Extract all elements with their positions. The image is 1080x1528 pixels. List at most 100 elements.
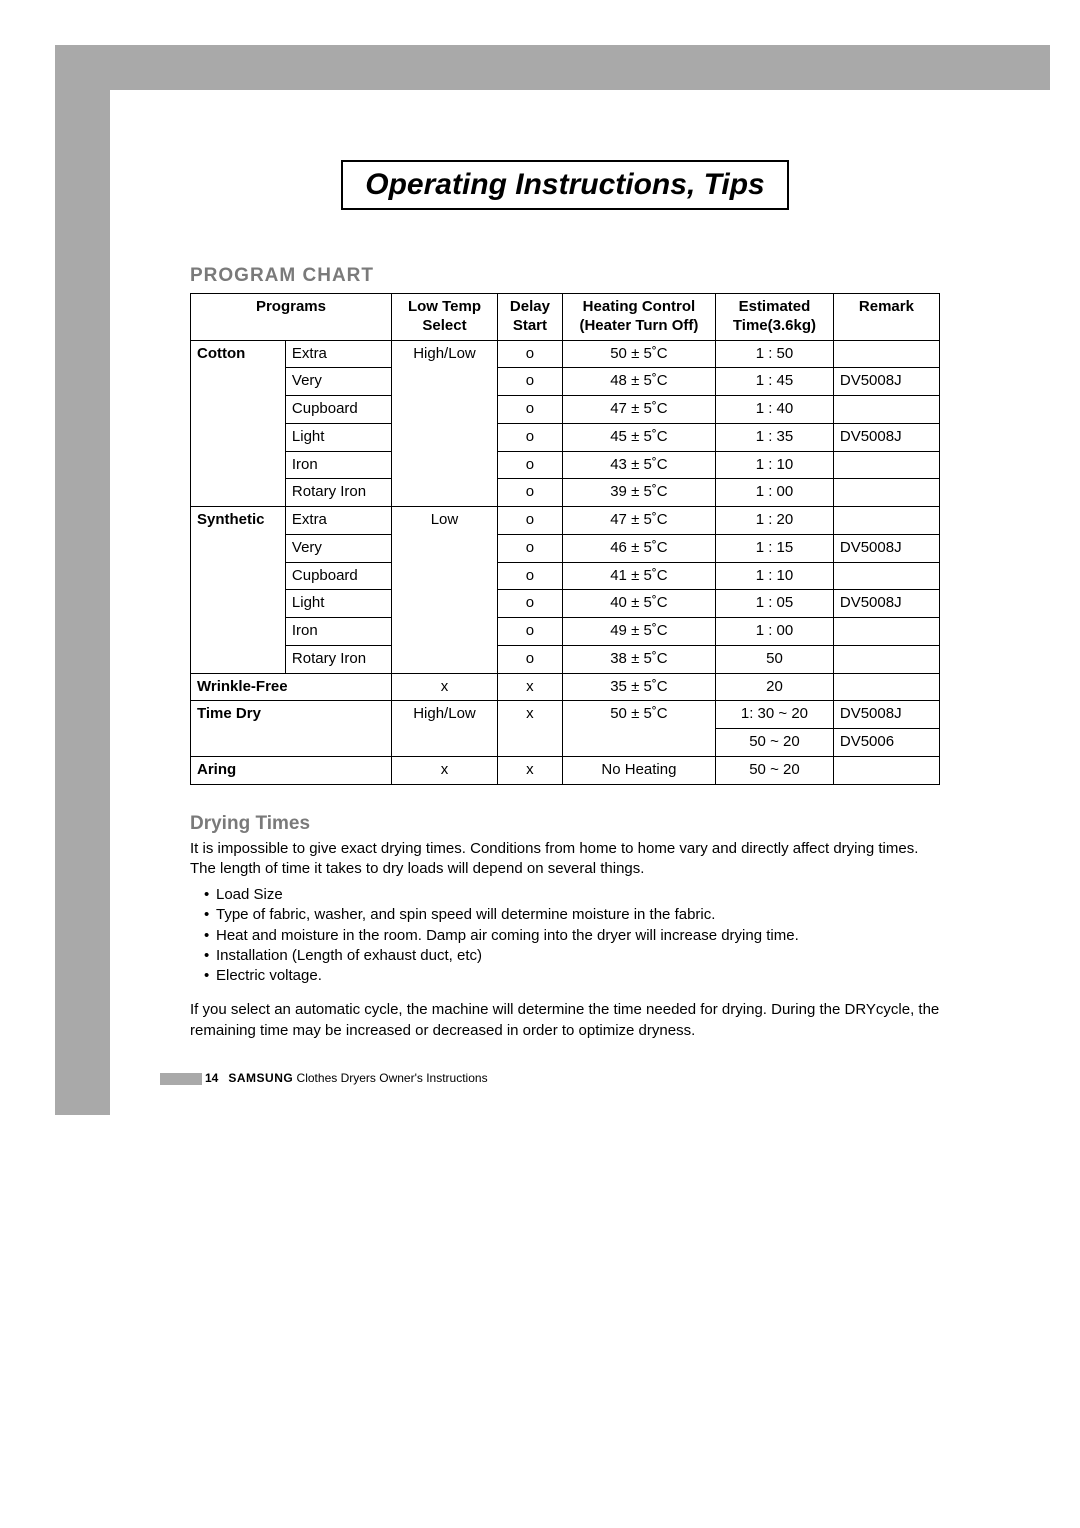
page-title: Operating Instructions, Tips (341, 160, 789, 210)
table-row: Very o 48 ± 5˚C 1 : 45 DV5008J (191, 368, 940, 396)
cell-heating: No Heating (562, 756, 715, 784)
cell-sub: Rotary Iron (285, 645, 391, 673)
cell-heating: 46 ± 5˚C (562, 534, 715, 562)
drying-bullet-list: Load Size Type of fabric, washer, and sp… (204, 885, 940, 986)
cell-delay: o (498, 368, 563, 396)
cell-delay: x (498, 673, 563, 701)
cell-time: 1 : 00 (716, 618, 834, 646)
cell-time: 1 : 15 (716, 534, 834, 562)
table-header-row: Programs Low TempSelect DelayStart Heati… (191, 294, 940, 341)
cell-delay: o (498, 645, 563, 673)
cell-time: 1 : 45 (716, 368, 834, 396)
footer-tab (160, 1073, 202, 1085)
cell-remark: DV5008J (833, 701, 939, 729)
cell-time: 50 ~ 20 (716, 729, 834, 757)
table-row: Cotton Extra High/Low o 50 ± 5˚C 1 : 50 (191, 340, 940, 368)
cell-delay: o (498, 507, 563, 535)
table-row: Very o 46 ± 5˚C 1 : 15 DV5008J (191, 534, 940, 562)
cell-remark (833, 673, 939, 701)
cell-time: 1: 30 ~ 20 (716, 701, 834, 729)
cell-delay: o (498, 590, 563, 618)
row-wrinkle-free: Wrinkle-Free (191, 673, 392, 701)
list-item: Electric voltage. (204, 966, 940, 986)
cell-remark: DV5008J (833, 590, 939, 618)
list-item: Heat and moisture in the room. Damp air … (204, 926, 940, 946)
cell-sub: Very (285, 534, 391, 562)
table-row: Iron o 43 ± 5˚C 1 : 10 (191, 451, 940, 479)
cell-time: 20 (716, 673, 834, 701)
cell-heating: 43 ± 5˚C (562, 451, 715, 479)
table-row: Cupboard o 47 ± 5˚C 1 : 40 (191, 396, 940, 424)
table-row: Rotary Iron o 38 ± 5˚C 50 (191, 645, 940, 673)
cell-heating: 50 ± 5˚C (562, 701, 715, 757)
th-low-temp: Low TempSelect (391, 294, 497, 341)
drying-intro: It is impossible to give exact drying ti… (190, 839, 940, 880)
cell-heating: 48 ± 5˚C (562, 368, 715, 396)
cell-heating: 41 ± 5˚C (562, 562, 715, 590)
cell-time: 1 : 35 (716, 423, 834, 451)
cell-remark (833, 618, 939, 646)
cell-time: 1 : 50 (716, 340, 834, 368)
cell-sub: Very (285, 368, 391, 396)
program-chart-heading: PROGRAM CHART (190, 265, 940, 287)
table-row: Wrinkle-Free x x 35 ± 5˚C 20 (191, 673, 940, 701)
group-synthetic: Synthetic (191, 507, 286, 674)
cell-time: 50 (716, 645, 834, 673)
cell-lowtemp: High/Low (391, 701, 497, 757)
cell-time: 50 ~ 20 (716, 756, 834, 784)
cell-remark (833, 451, 939, 479)
group-cotton: Cotton (191, 340, 286, 507)
cell-delay: o (498, 423, 563, 451)
page-content: Operating Instructions, Tips PROGRAM CHA… (110, 90, 1050, 1115)
th-programs: Programs (191, 294, 392, 341)
cell-sub: Light (285, 590, 391, 618)
cell-time: 1 : 05 (716, 590, 834, 618)
th-delay: DelayStart (498, 294, 563, 341)
list-item: Load Size (204, 885, 940, 905)
cell-remark (833, 507, 939, 535)
cell-sub: Iron (285, 451, 391, 479)
cell-delay: x (498, 756, 563, 784)
cell-remark: DV5008J (833, 423, 939, 451)
cell-lowtemp: x (391, 673, 497, 701)
th-remark: Remark (833, 294, 939, 341)
cell-heating: 50 ± 5˚C (562, 340, 715, 368)
cell-time: 1 : 20 (716, 507, 834, 535)
cell-sub: Extra (285, 340, 391, 368)
cell-remark (833, 340, 939, 368)
cell-sub: Cupboard (285, 396, 391, 424)
list-item: Installation (Length of exhaust duct, et… (204, 946, 940, 966)
cell-delay: o (498, 534, 563, 562)
cell-delay: o (498, 562, 563, 590)
program-chart-table: Programs Low TempSelect DelayStart Heati… (190, 293, 940, 785)
title-wrap: Operating Instructions, Tips (190, 160, 940, 210)
cell-heating: 45 ± 5˚C (562, 423, 715, 451)
drying-times-heading: Drying Times (190, 813, 940, 835)
list-item: Type of fabric, washer, and spin speed w… (204, 905, 940, 925)
cell-heating: 40 ± 5˚C (562, 590, 715, 618)
cell-sub: Iron (285, 618, 391, 646)
cell-sub: Extra (285, 507, 391, 535)
row-aring: Aring (191, 756, 392, 784)
cell-lowtemp: High/Low (391, 340, 497, 507)
cell-heating: 47 ± 5˚C (562, 396, 715, 424)
table-row: Rotary Iron o 39 ± 5˚C 1 : 00 (191, 479, 940, 507)
cell-heating: 47 ± 5˚C (562, 507, 715, 535)
cell-sub: Cupboard (285, 562, 391, 590)
cell-remark: DV5008J (833, 534, 939, 562)
table-row: Time Dry High/Low x 50 ± 5˚C 1: 30 ~ 20 … (191, 701, 940, 729)
cell-time: 1 : 00 (716, 479, 834, 507)
cell-remark: DV5006 (833, 729, 939, 757)
footer-rest: Clothes Dryers Owner's Instructions (293, 1071, 487, 1085)
cell-remark (833, 562, 939, 590)
cell-remark (833, 479, 939, 507)
cell-remark (833, 396, 939, 424)
cell-delay: o (498, 396, 563, 424)
cell-sub: Rotary Iron (285, 479, 391, 507)
cell-sub: Light (285, 423, 391, 451)
cell-delay: o (498, 451, 563, 479)
cell-time: 1 : 10 (716, 562, 834, 590)
table-row: Iron o 49 ± 5˚C 1 : 00 (191, 618, 940, 646)
row-time-dry: Time Dry (191, 701, 392, 757)
footer-page-num: 14 (205, 1071, 218, 1085)
